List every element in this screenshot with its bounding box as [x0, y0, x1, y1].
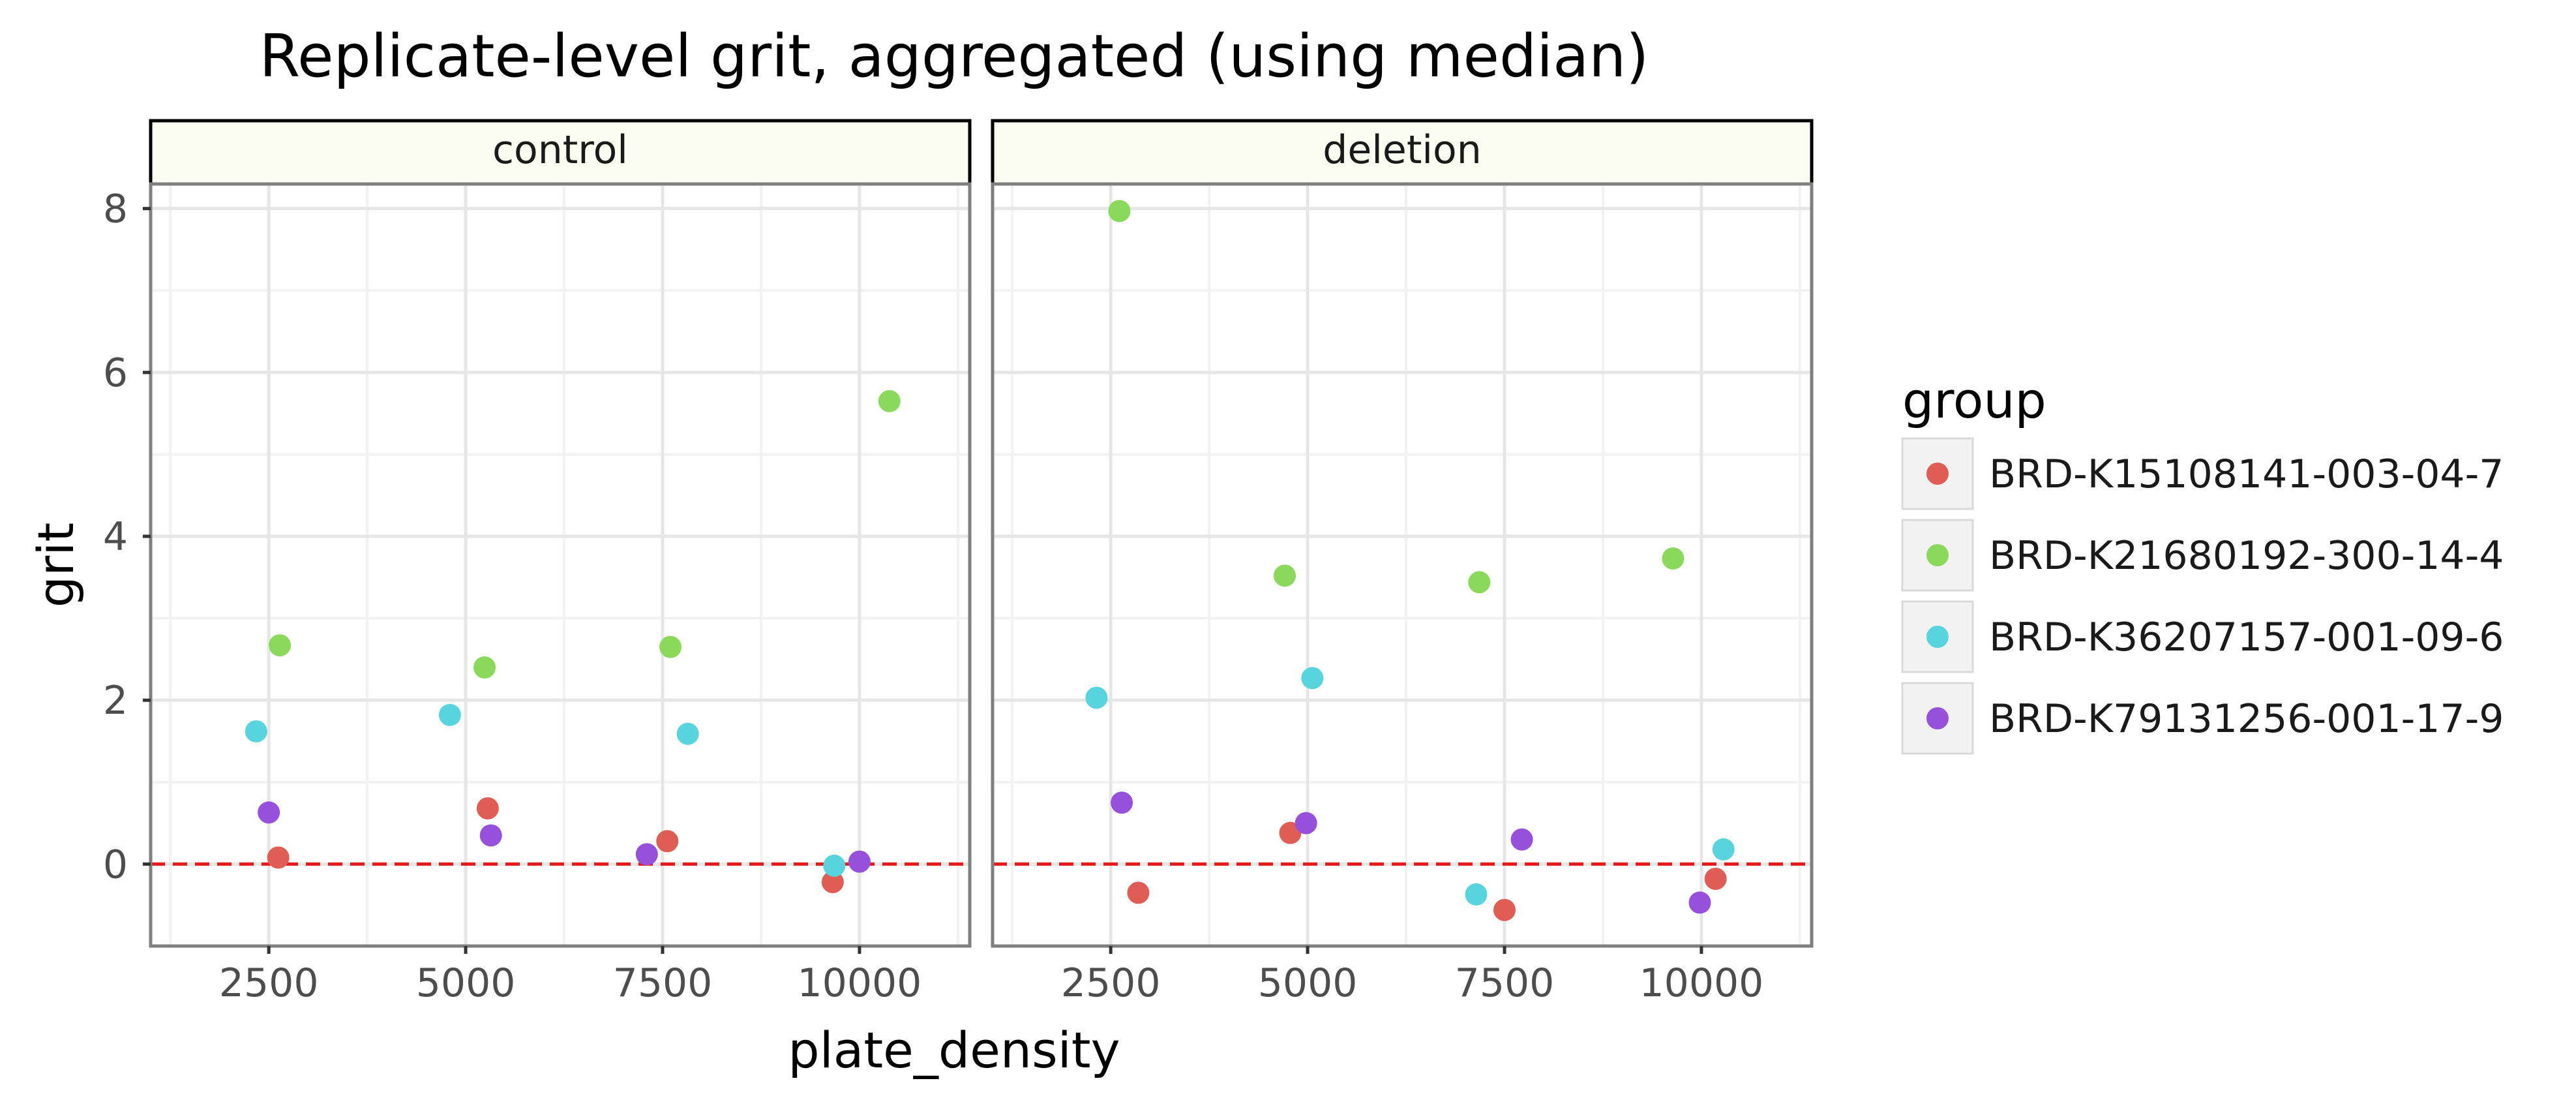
legend-title: group [1902, 371, 2046, 429]
data-point [1688, 891, 1711, 914]
y-tick-label: 4 [103, 514, 128, 560]
data-point [1274, 564, 1296, 587]
x-tick-label: 10000 [797, 960, 921, 1006]
strip-deletion [991, 119, 1814, 186]
panel-border-deletion [991, 182, 1814, 948]
y-tick-label: 0 [103, 842, 128, 887]
strip-label-deletion: deletion [1323, 127, 1482, 173]
data-point [1301, 667, 1324, 690]
data-point [1127, 881, 1150, 904]
grid-control [151, 184, 970, 946]
data-point [1468, 571, 1491, 594]
legend-label: BRD-K36207157-001-09-6 [1989, 615, 2504, 660]
panel-background [151, 184, 970, 946]
legend-label: BRD-K79131256-001-17-9 [1989, 696, 2504, 742]
panel-control: control 2500 5000 7500 10000 [149, 119, 972, 1006]
data-point [878, 390, 901, 412]
y-tick-label: 2 [103, 678, 128, 724]
data-point [1295, 812, 1317, 834]
legend-marker [1926, 463, 1949, 485]
data-point [438, 703, 461, 726]
data-point [267, 846, 290, 869]
data-point [269, 634, 292, 657]
y-tick-label: 8 [103, 187, 128, 232]
data-point [676, 722, 699, 745]
data-point [1493, 898, 1516, 921]
y-axis-title: grit [27, 523, 85, 607]
data-point [1510, 828, 1533, 851]
panel-border-control [149, 182, 972, 948]
x-axis-title: plate_density [788, 1021, 1120, 1079]
data-point [821, 871, 844, 894]
legend-label: BRD-K21680192-300-14-4 [1989, 533, 2504, 579]
strip-label-control: control [492, 127, 628, 173]
data-point [1085, 686, 1108, 709]
chart-title: Replicate-level grit, aggregated (using … [260, 22, 1649, 91]
panel-deletion: deletion 2500 5000 7500 10000 [991, 119, 1814, 1006]
data-point [848, 850, 871, 873]
legend-marker [1926, 707, 1949, 729]
data-point [1662, 547, 1685, 570]
y-tick-label: 6 [103, 350, 128, 396]
y-axis-ticks: 0 2 4 6 8 [103, 187, 151, 887]
x-tick-label: 2500 [1061, 960, 1161, 1006]
x-axis-ticks-control: 2500 5000 7500 10000 [219, 946, 921, 1006]
x-tick-label: 5000 [1258, 960, 1358, 1006]
data-point [1704, 868, 1727, 891]
legend-marker [1926, 626, 1949, 648]
data-point [473, 656, 496, 679]
legend-items: BRD-K15108141-003-04-7 BRD-K21680192-300-… [1901, 437, 2504, 755]
data-point [1465, 883, 1488, 906]
data-point [258, 801, 280, 824]
legend-label: BRD-K15108141-003-04-7 [1989, 451, 2504, 497]
data-point [1712, 838, 1735, 861]
data-point [476, 797, 499, 820]
data-point [1108, 200, 1131, 222]
points-control [245, 390, 901, 894]
data-point [1111, 791, 1133, 814]
data-point [656, 830, 679, 853]
data-point [635, 843, 658, 866]
data-point [479, 824, 502, 847]
x-tick-label: 7500 [1455, 960, 1555, 1006]
x-tick-label: 2500 [219, 960, 319, 1006]
x-tick-label: 7500 [613, 960, 713, 1006]
legend: group BRD-K15108141-003-04-7 BRD-K2168019… [1901, 371, 2504, 755]
panel-background [993, 184, 1812, 946]
data-point [823, 854, 846, 877]
strip-control [149, 119, 972, 186]
legend-marker [1926, 544, 1949, 566]
grid-deletion [993, 184, 1812, 946]
x-tick-label: 10000 [1639, 960, 1763, 1006]
x-tick-label: 5000 [416, 960, 516, 1006]
x-axis-ticks-deletion: 2500 5000 7500 10000 [1061, 946, 1763, 1006]
data-point [245, 720, 267, 742]
data-point [659, 635, 682, 658]
points-deletion [1085, 200, 1735, 921]
